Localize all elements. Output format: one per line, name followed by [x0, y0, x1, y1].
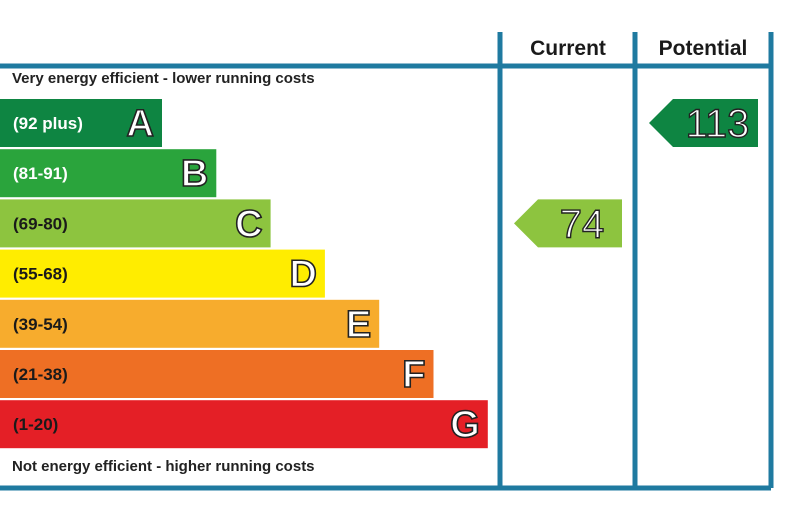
band-bar-d	[0, 249, 325, 298]
rating-bands: (92 plus) A(81-91) B(69-80) C(55-68) D(39-54…	[0, 99, 488, 449]
band-range-label: (92 plus)	[13, 114, 83, 133]
band-letter-a: A	[127, 103, 154, 145]
band-range-label: (21-38)	[13, 365, 68, 384]
chart-frame	[0, 32, 774, 491]
band-letter-g: G	[450, 404, 480, 446]
band-bar-c	[0, 199, 271, 248]
rating-value-potential: 113	[686, 102, 750, 146]
band-bar-g	[0, 400, 488, 449]
band-b: (81-91) B	[0, 149, 217, 198]
band-e: (39-54) E	[0, 299, 380, 348]
rating-arrow-shape	[514, 199, 622, 248]
rating-arrow-current: 74	[514, 199, 622, 248]
band-bar-a	[0, 99, 162, 147]
band-a: (92 plus) A	[0, 99, 162, 147]
band-range-label: (55-68)	[13, 265, 68, 284]
band-f: (21-38) F	[0, 350, 434, 398]
band-d: (55-68) D	[0, 249, 325, 298]
band-bar-f	[0, 350, 434, 398]
rating-arrow-shape	[649, 99, 758, 147]
band-letter-d: D	[289, 254, 316, 296]
rating-value-current: 74	[560, 202, 605, 246]
band-letter-c: C	[235, 203, 262, 245]
band-range-label: (81-91)	[13, 164, 68, 183]
column-header-potential: Potential	[659, 37, 748, 60]
rating-arrow-potential: 113	[649, 99, 758, 147]
band-letter-f: F	[402, 354, 425, 396]
top-caption: Very energy efficient - lower running co…	[12, 70, 315, 87]
band-range-label: (1-20)	[13, 415, 58, 434]
band-c: (69-80) C	[0, 199, 271, 248]
band-g: (1-20) G	[0, 400, 488, 449]
column-header-current: Current	[530, 37, 606, 60]
band-bar-e	[0, 299, 380, 348]
band-letter-e: E	[346, 304, 371, 346]
band-range-label: (69-80)	[13, 214, 68, 233]
bottom-caption: Not energy efficient - higher running co…	[12, 458, 315, 475]
band-range-label: (39-54)	[13, 315, 68, 334]
rating-arrows: 74 113	[514, 99, 758, 248]
band-letter-b: B	[181, 153, 208, 195]
band-bar-b	[0, 149, 217, 198]
